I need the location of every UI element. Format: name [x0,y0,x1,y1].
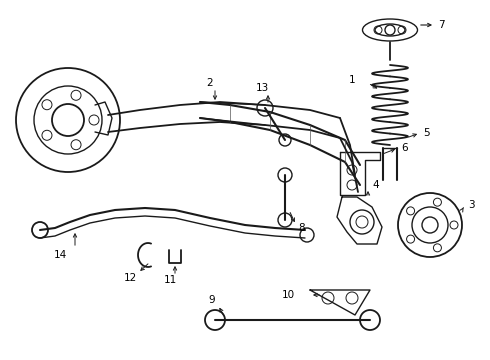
Text: 3: 3 [468,200,475,210]
Text: 9: 9 [209,295,215,305]
Text: 6: 6 [401,143,408,153]
Text: 14: 14 [53,250,67,260]
Text: 13: 13 [255,83,269,93]
Text: 5: 5 [423,128,430,138]
Text: 12: 12 [123,273,137,283]
Text: 7: 7 [438,20,444,30]
Text: 1: 1 [348,75,355,85]
Text: 11: 11 [163,275,176,285]
Text: 4: 4 [372,180,379,190]
Text: 8: 8 [298,223,305,233]
Text: 2: 2 [207,78,213,88]
Text: 10: 10 [282,290,295,300]
